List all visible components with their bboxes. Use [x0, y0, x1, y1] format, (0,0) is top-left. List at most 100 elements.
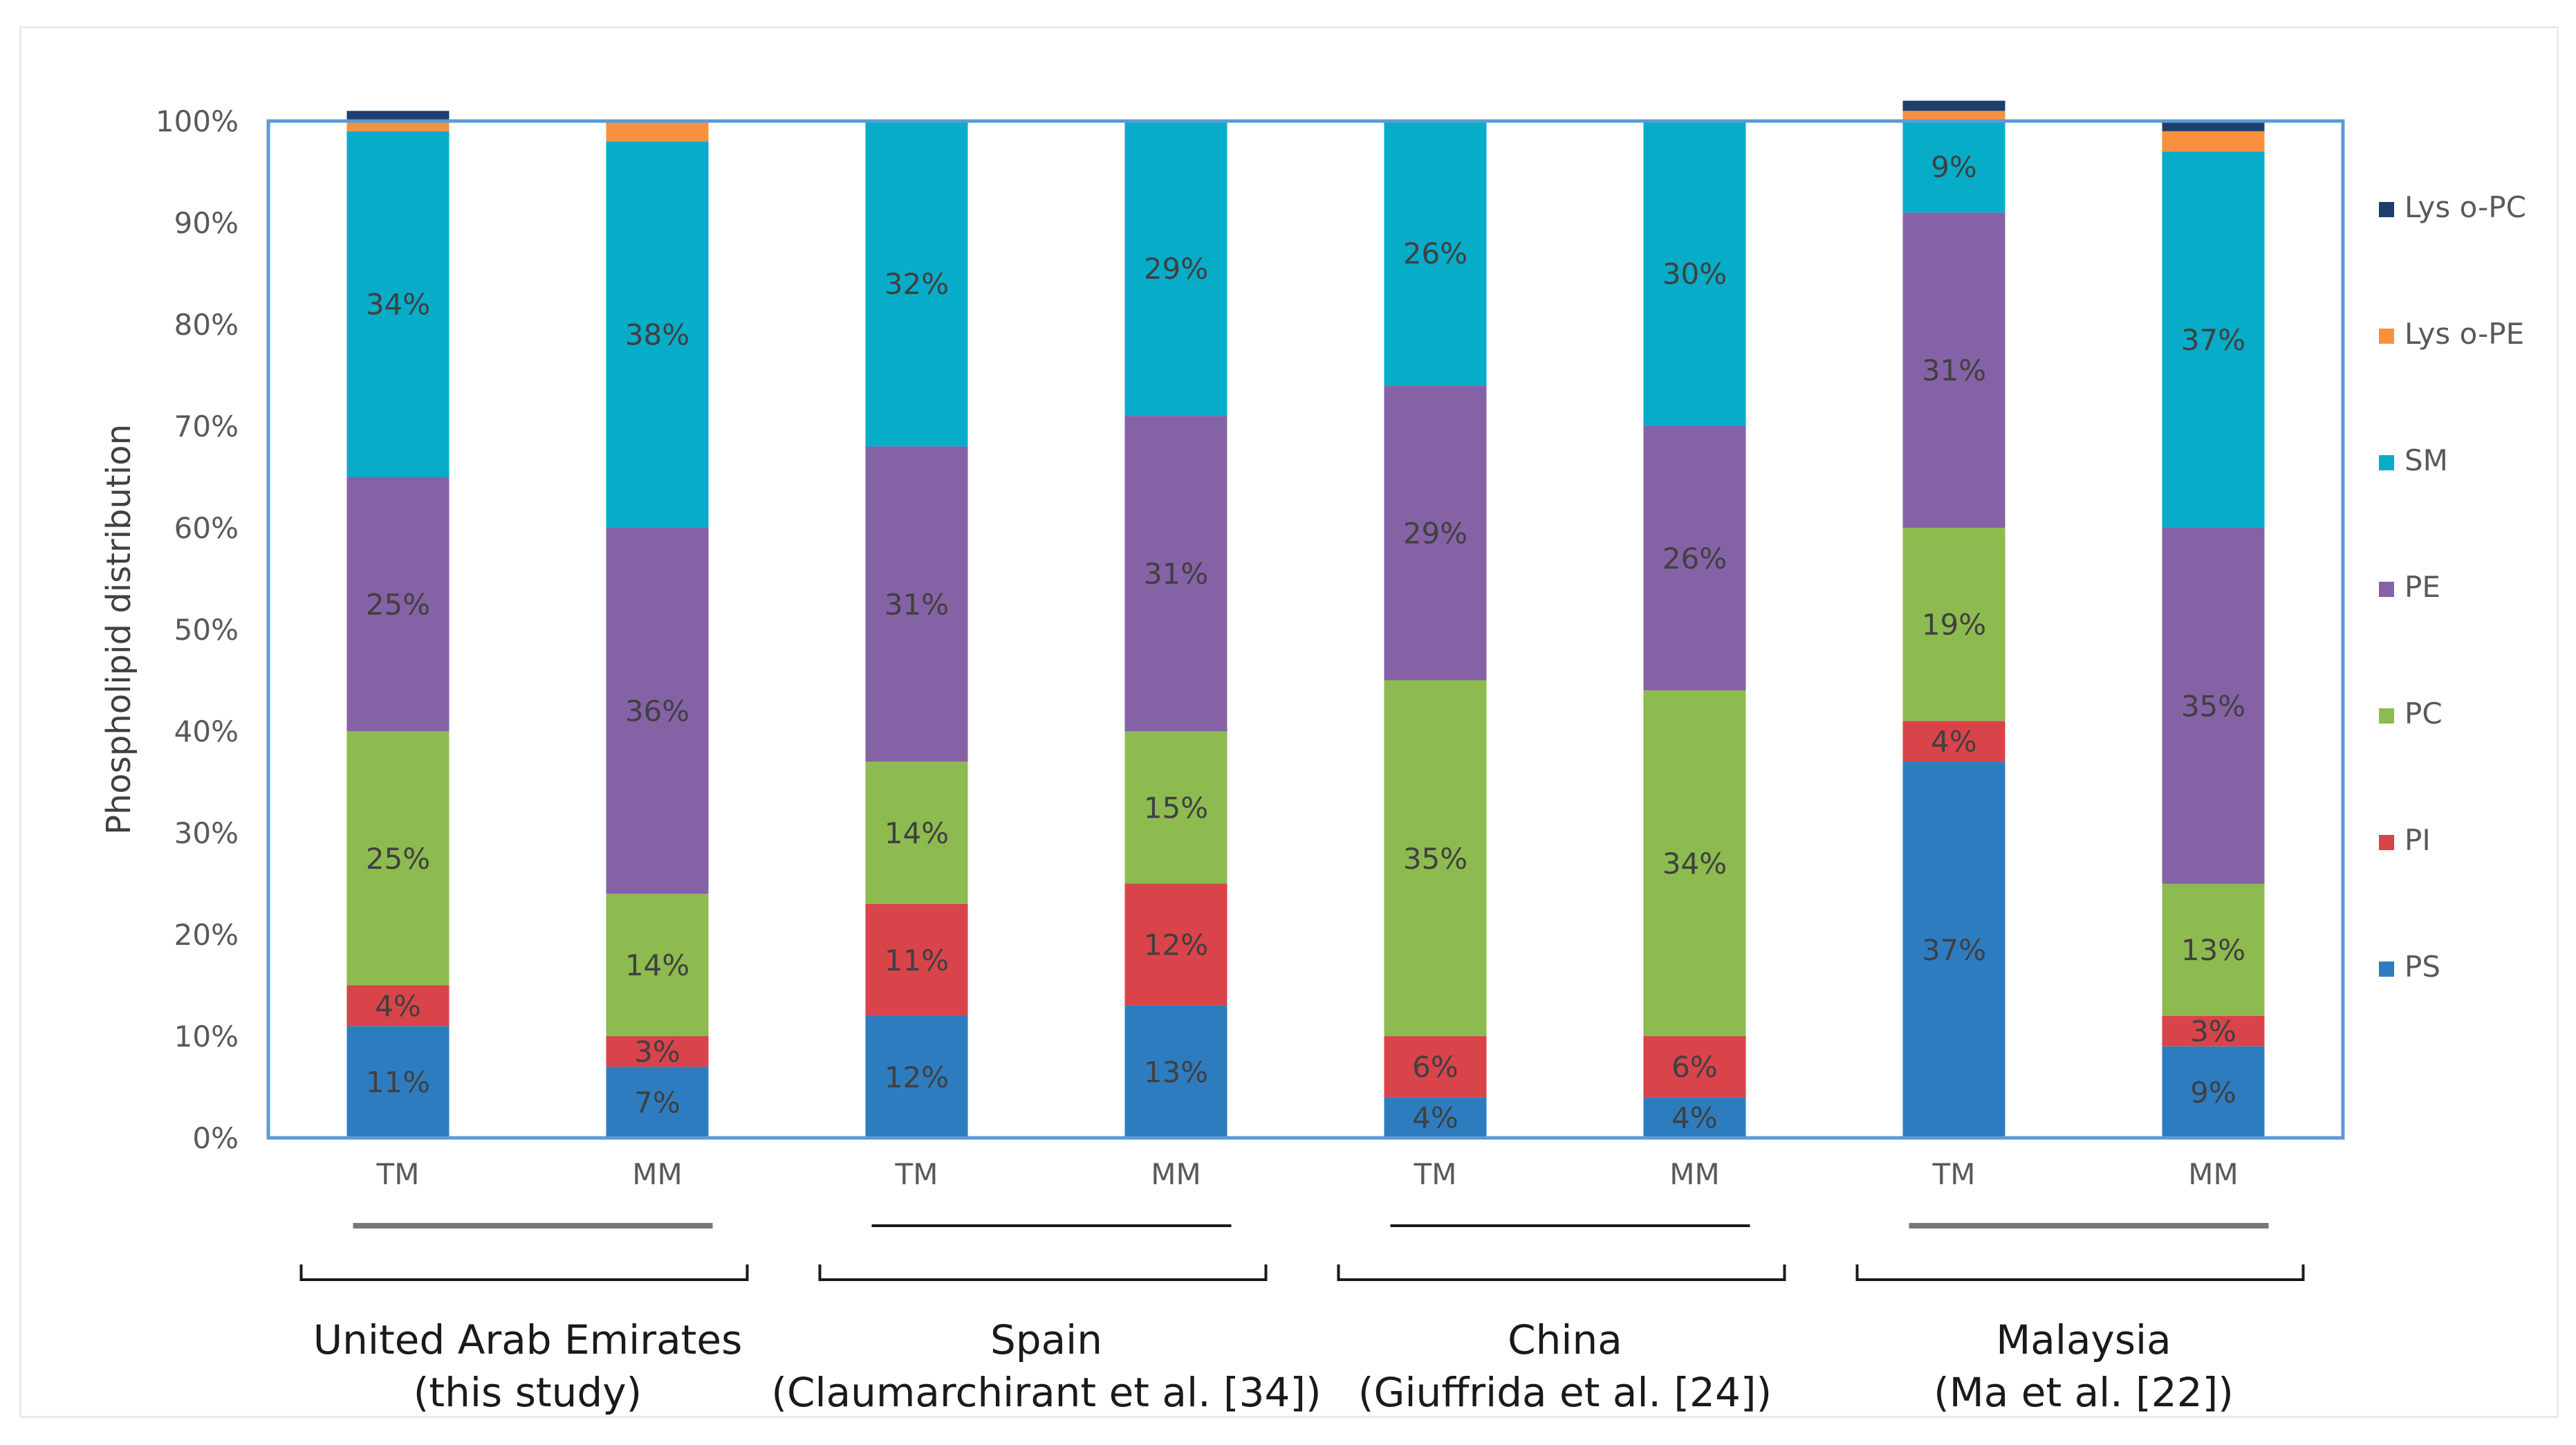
bar-segment-pe: [865, 446, 968, 762]
bar-segment-sm: [1384, 121, 1487, 386]
data-label: 12%: [1144, 928, 1208, 962]
bar-segment-pc: [1902, 528, 2005, 721]
data-label: 4%: [375, 989, 421, 1023]
data-label: 4%: [1671, 1101, 1718, 1135]
legend-swatch: [2379, 455, 2394, 470]
bar-segment-pc: [2162, 883, 2265, 1016]
bar-segment-pc: [865, 762, 968, 904]
data-label: 37%: [1922, 933, 1986, 967]
bar-segment-pe: [1384, 385, 1487, 681]
data-label: 35%: [2181, 689, 2245, 723]
legend-label: SM: [2404, 443, 2448, 477]
bar-segment-ps: [865, 1015, 968, 1138]
data-label: 26%: [1662, 542, 1727, 576]
data-label: 30%: [1662, 257, 1727, 291]
data-label: 31%: [1144, 557, 1208, 591]
y-tick-label: 60%: [174, 511, 239, 545]
data-label: 12%: [884, 1060, 949, 1094]
data-label: 34%: [366, 288, 430, 322]
x-tick-label: TM: [1414, 1157, 1457, 1191]
data-label: 3%: [2190, 1015, 2236, 1049]
legend-label: PE: [2404, 570, 2440, 604]
legend-label: PC: [2404, 697, 2443, 730]
legend-swatch: [2379, 582, 2394, 597]
legend-label: Lys o-PE: [2404, 317, 2524, 351]
y-axis-title: Phospholipid distribution: [100, 424, 138, 835]
data-label: 34%: [1662, 847, 1727, 881]
x-tick-label: MM: [1669, 1157, 1719, 1191]
data-label: 7%: [634, 1086, 680, 1120]
bar-segment-pe: [1124, 416, 1227, 731]
data-label: 14%: [625, 948, 689, 982]
bar-segment-pc: [346, 731, 450, 986]
x-tick-label: TM: [895, 1157, 938, 1191]
group-label-source: (Claumarchirant et al. [34]): [771, 1369, 1321, 1416]
x-tick-label: MM: [2188, 1157, 2238, 1191]
x-tick-label: MM: [632, 1157, 682, 1191]
bar-segment-ps: [1902, 762, 2005, 1138]
bar-segment-ps: [1643, 1097, 1746, 1138]
group-label-source: (Ma et al. [22]): [1934, 1369, 2234, 1416]
y-tick-label: 90%: [174, 206, 239, 240]
y-tick-label: 10%: [174, 1020, 239, 1053]
y-tick-label: 40%: [174, 715, 239, 748]
legend-label: Lys o-PC: [2404, 190, 2526, 224]
data-label: 13%: [2181, 933, 2245, 967]
bar-segment-pi: [1384, 1036, 1487, 1098]
bar-segment-pc: [606, 894, 709, 1036]
data-label: 19%: [1922, 608, 1986, 642]
legend-swatch: [2379, 835, 2394, 850]
data-label: 35%: [1403, 842, 1467, 876]
data-label: 38%: [625, 318, 689, 352]
legend-swatch: [2379, 961, 2394, 977]
data-label: 14%: [884, 816, 949, 850]
x-tick-label: TM: [1932, 1157, 1976, 1191]
y-tick-label: 80%: [174, 308, 239, 342]
bar-segment-sm: [1124, 121, 1227, 416]
bar-segment-ps: [606, 1067, 709, 1138]
plot-area-border: [266, 119, 2345, 1140]
data-label: 31%: [884, 587, 949, 621]
bars: 11% 4% 25% 25% 34% 7% 3% 14% 36% 38% 12% 11% 14% 31% 3…: [346, 100, 2265, 1138]
group-bracket: [1855, 1264, 2305, 1281]
data-label: 31%: [1922, 353, 1986, 387]
data-label: 25%: [366, 842, 430, 876]
bar-segment-pi: [1902, 721, 2005, 762]
group-label-country: Malaysia: [1996, 1316, 2171, 1363]
bar-segment-pe: [2162, 528, 2265, 884]
x-axis-ticks: TM MM TM MM TM MM TM MM: [376, 1157, 2239, 1191]
y-tick-label: 0%: [192, 1121, 239, 1155]
legend: Lys o-PC Lys o-PE SM PE PC PI PS: [2379, 190, 2526, 984]
group-label-country: United Arab Emirates: [313, 1316, 743, 1363]
y-tick-label: 100%: [156, 104, 239, 138]
bar-segment-sm: [606, 141, 709, 528]
bar-segment-pe: [1643, 426, 1746, 691]
data-label: 32%: [884, 267, 949, 301]
legend-label: PS: [2404, 950, 2440, 984]
bar-segment-lys-o-pc: [1902, 100, 2005, 111]
bar-segment-pi: [346, 985, 450, 1027]
legend-swatch: [2379, 708, 2394, 724]
data-label: 9%: [1931, 150, 1977, 184]
group-label-source: (Giuffrida et al. [24]): [1358, 1369, 1772, 1416]
bar-segment-pi: [1124, 883, 1227, 1006]
legend-swatch: [2379, 329, 2394, 344]
data-label: 15%: [1144, 791, 1208, 825]
bar-segment-pi: [1643, 1036, 1746, 1098]
x-tick-label: TM: [376, 1157, 420, 1191]
bar-segment-sm: [1643, 121, 1746, 426]
group-label-country: China: [1508, 1316, 1622, 1363]
bar-segment-lys-o-pe: [1902, 111, 2005, 121]
data-label: 29%: [1144, 252, 1208, 286]
group-bracket: [1337, 1264, 1786, 1281]
bar-segment-pi: [2162, 1015, 2265, 1047]
data-label: 3%: [634, 1035, 680, 1069]
bar-segment-sm: [865, 121, 968, 447]
bar-segment-pe: [606, 528, 709, 894]
data-label: 13%: [1144, 1055, 1208, 1089]
bar-segment-pe: [346, 477, 450, 731]
group-bracket: [299, 1264, 749, 1281]
data-label: 4%: [1412, 1101, 1458, 1135]
data-label: 37%: [2181, 323, 2245, 357]
